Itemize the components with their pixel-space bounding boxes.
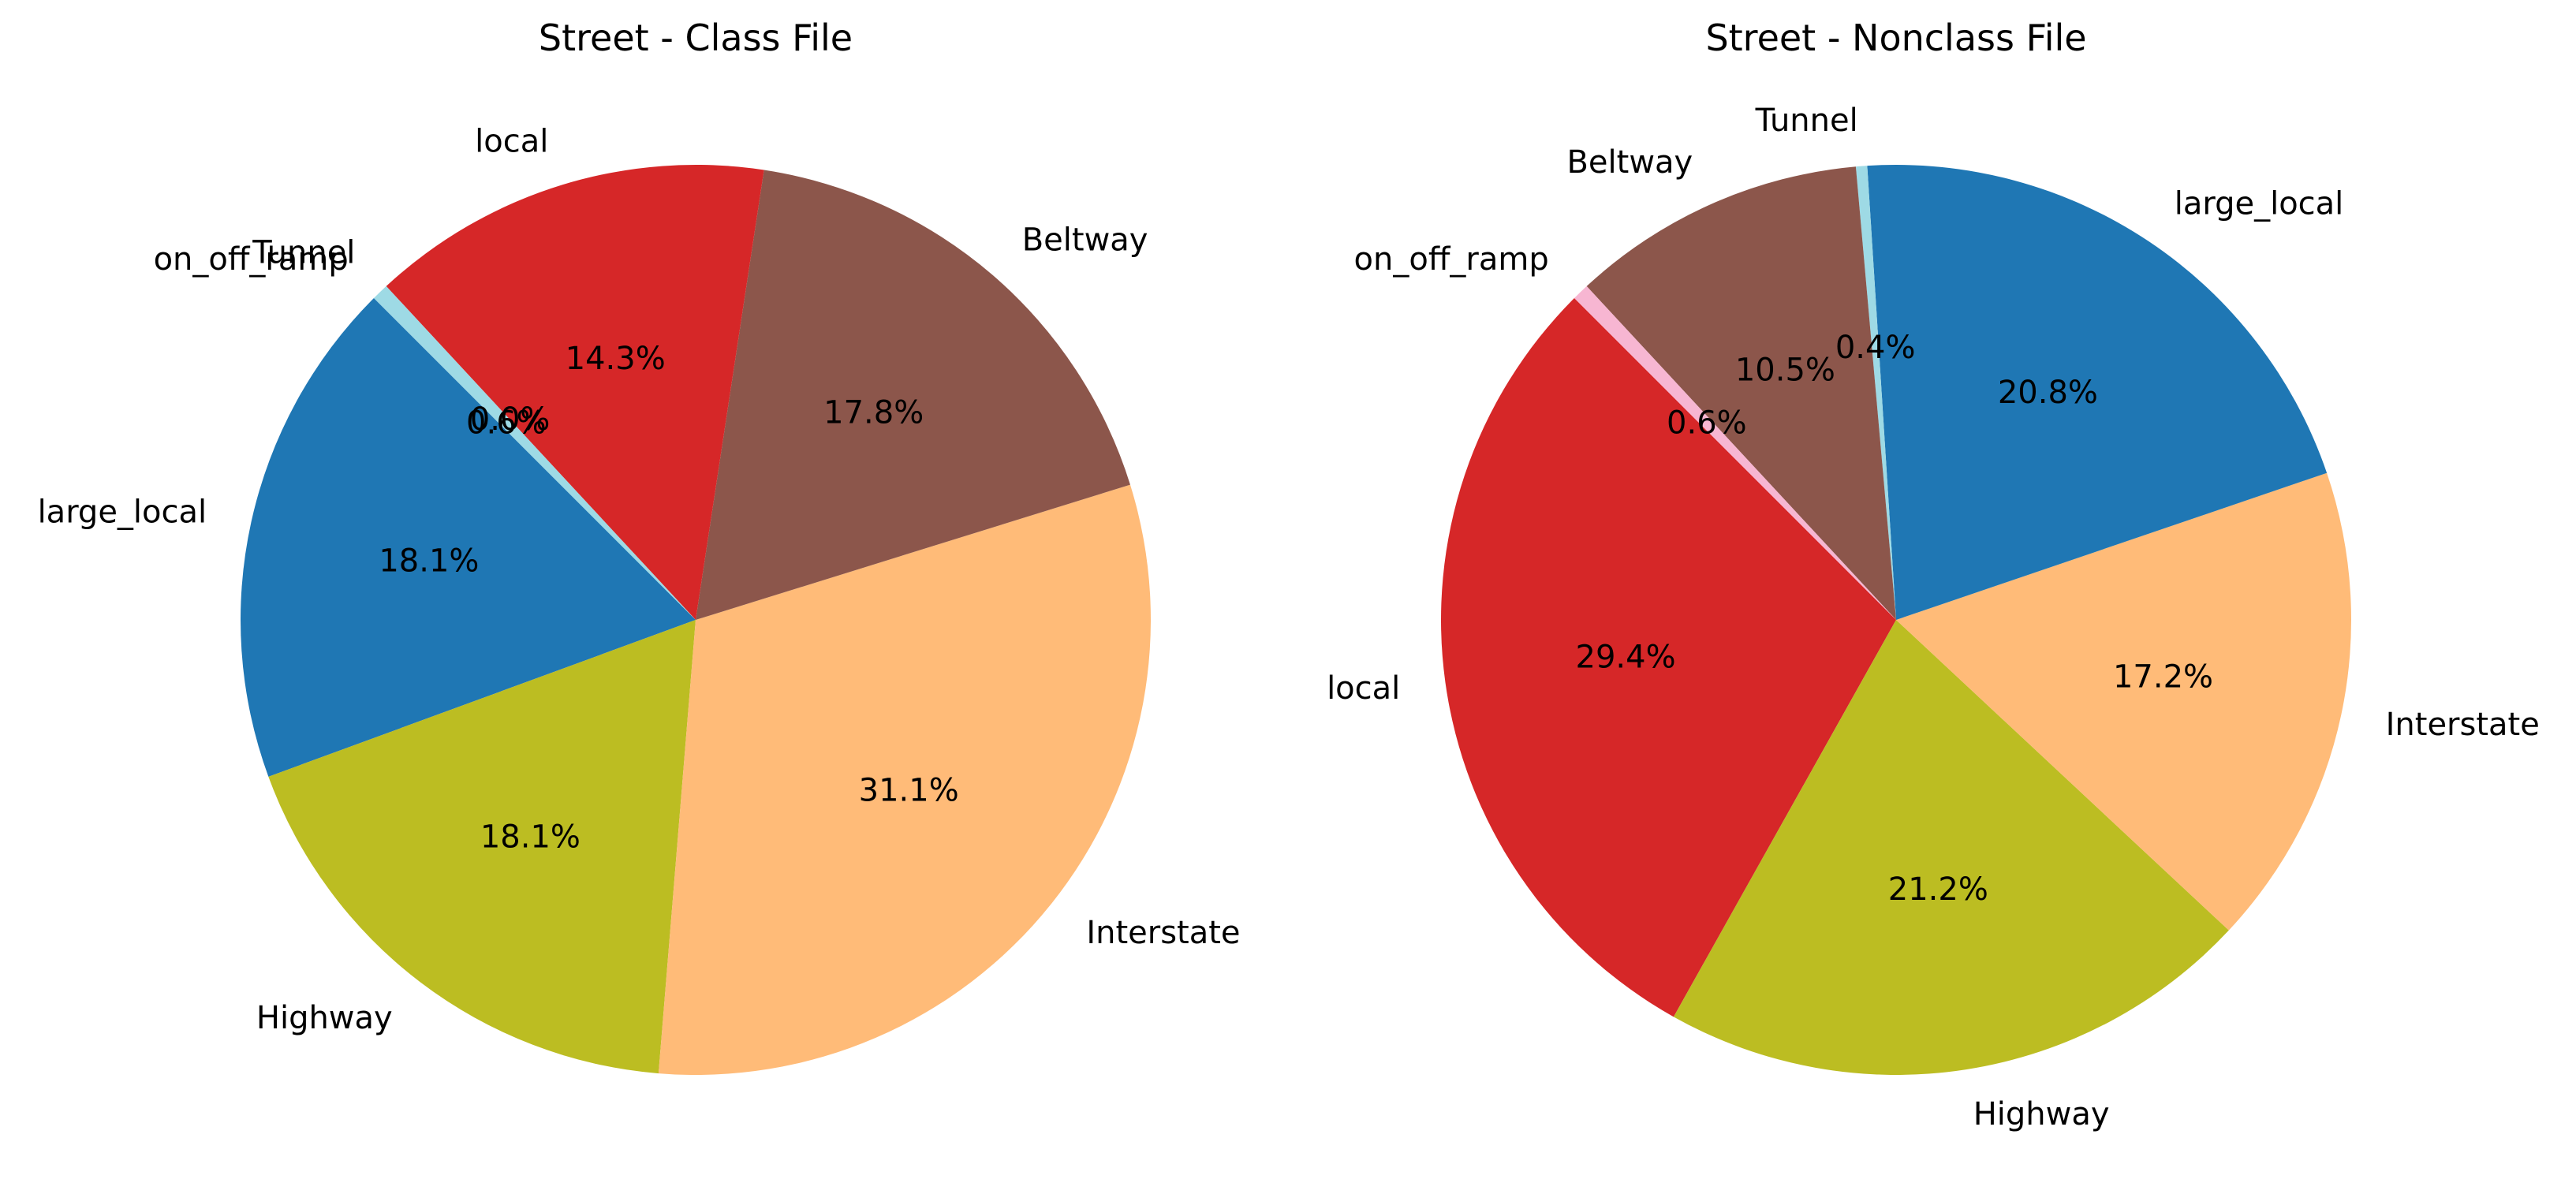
pct-label-beltway: 17.8% (823, 394, 924, 431)
slice-label-beltway: Beltway (1566, 144, 1693, 181)
slice-label-tunnel: Tunnel (252, 235, 355, 271)
slice-label-tunnel: Tunnel (1755, 103, 1858, 139)
pct-label-interstate: 31.1% (859, 772, 959, 808)
slice-local (1440, 297, 1896, 1017)
slice-highway (1673, 620, 2229, 1076)
labels-class-file: large_local Highway Interstate Beltway local… (38, 123, 1241, 1036)
labels-nonclass-file: local Highway Interstate large_local Tunnel B… (1327, 103, 2540, 1132)
pct-label-local: 14.3% (566, 341, 666, 377)
pct-label-large-local: 20.8% (1998, 375, 2098, 411)
slice-large-local (1867, 165, 2328, 621)
pct-label-highway: 18.1% (480, 819, 581, 856)
slice-label-large-local: large_local (2175, 185, 2344, 222)
slices-class-file (241, 165, 1151, 1075)
pct-label-beltway: 10.5% (1735, 353, 1835, 389)
slice-label-local: local (1327, 670, 1400, 707)
chart-title-class-file: Street - Class File (539, 17, 853, 59)
slice-beltway (696, 170, 1130, 620)
slice-interstate (1896, 472, 2351, 931)
slice-local (386, 165, 764, 620)
pct-label-on-off-ramp: 0.6% (1667, 405, 1747, 442)
pct-label-tunnel: 0.0% (470, 401, 551, 438)
pct-label-on-off-ramp: 0.6% (466, 405, 547, 442)
slice-label-interstate: Interstate (2386, 707, 2540, 743)
slice-label-highway: Highway (256, 1000, 393, 1036)
slice-tunnel (1855, 166, 1896, 620)
slice-label-beltway: Beltway (1022, 222, 1148, 259)
slices-nonclass-file (1440, 165, 2351, 1076)
pie-chart-class-file: Street - Class File large_local Highway In… (38, 17, 1241, 1075)
pct-label-highway: 21.2% (1888, 871, 1988, 908)
slice-on-off-ramp (373, 285, 696, 620)
slice-label-on-off-ramp: on_off_ramp (154, 241, 349, 278)
chart-title-nonclass-file: Street - Nonclass File (1705, 17, 2086, 59)
pct-label-tunnel: 0.4% (1835, 330, 1916, 366)
pct-labels-nonclass-file: 29.4% 21.2% 17.2% 20.8% 0.4%10.5% 0.6% (1576, 330, 2214, 908)
pie-chart-nonclass-file: Street - Nonclass File local Highway Inter… (1327, 17, 2540, 1132)
slice-beltway (1586, 166, 1896, 620)
pct-label-interstate: 17.2% (2113, 659, 2213, 696)
slice-label-highway: Highway (1973, 1096, 2110, 1132)
slice-on-off-ramp (1574, 285, 1896, 620)
slice-label-local: local (475, 123, 548, 159)
slice-highway (268, 620, 696, 1074)
slice-label-interstate: Interstate (1086, 915, 1240, 951)
slice-label-large-local: large_local (38, 494, 207, 530)
slice-large-local (241, 297, 696, 777)
pct-label-large-local: 18.1% (379, 543, 479, 580)
pct-label-local: 29.4% (1576, 639, 1676, 675)
slice-interstate (658, 484, 1151, 1075)
pct-labels-class-file: 18.1% 18.1% 31.1% 17.8% 14.3% 0.0%0.6% (379, 341, 958, 855)
slice-label-on-off-ramp: on_off_ramp (1354, 241, 1549, 278)
